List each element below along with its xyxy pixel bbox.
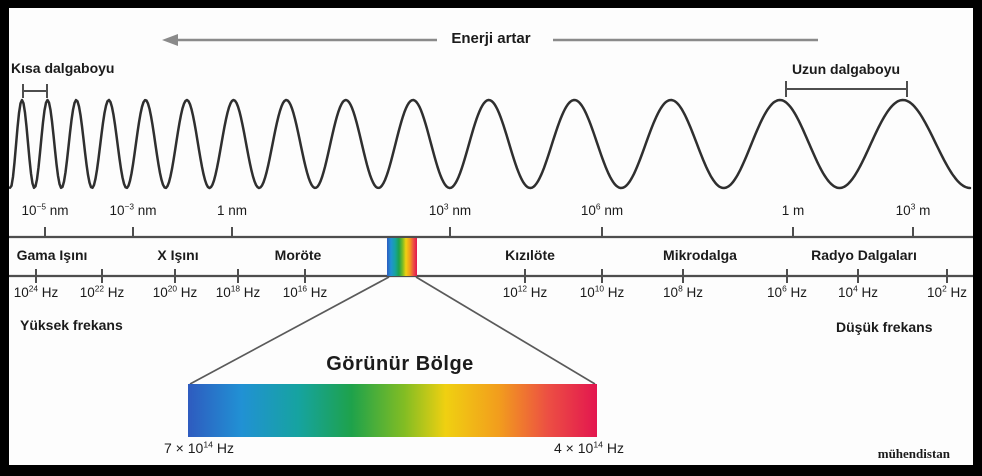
frequency-tick-label-9: 104 Hz <box>838 283 878 300</box>
frequency-tick-label-4: 1016 Hz <box>282 283 328 300</box>
band-label-4: Mikrodalga <box>663 247 737 263</box>
frequency-tick-label-5: 1012 Hz <box>502 283 548 300</box>
long-wavelength-label: Uzun dalgaboyu <box>791 61 901 77</box>
wavelength-tick-label-6: 103 m <box>895 201 931 218</box>
frequency-tick-label-3: 1018 Hz <box>215 283 261 300</box>
band-label-2: Moröte <box>274 247 322 263</box>
wavelength-tick-label-1: 10−3 nm <box>109 201 157 218</box>
high-frequency-label: Yüksek frekans <box>20 317 123 333</box>
projection-line-1 <box>415 276 596 385</box>
left-arrowhead <box>162 34 178 46</box>
wavelength-tick-label-2: 1 nm <box>216 203 248 218</box>
frequency-tick-label-2: 1020 Hz <box>152 283 198 300</box>
visible-spectrum-bar <box>188 384 597 437</box>
visible-region-right-frequency: 4 × 1014 Hz <box>554 439 624 456</box>
watermark: mühendistan <box>877 446 950 461</box>
wavelength-tick-label-4: 106 nm <box>580 201 624 218</box>
band-label-5: Radyo Dalgaları <box>811 247 917 263</box>
visible-light-band <box>387 238 417 276</box>
band-label-1: X Işını <box>157 247 199 263</box>
short-wavelength-label: Kısa dalgaboyu <box>11 60 115 76</box>
frequency-tick-label-0: 1024 Hz <box>13 283 59 300</box>
energy-increases-label: Enerji artar <box>451 30 531 47</box>
wavelength-tick-label-5: 1 m <box>781 203 805 218</box>
band-label-0: Gama Işını <box>16 247 88 263</box>
projection-line-0 <box>189 276 390 385</box>
wavelength-tick-label-0: 10−5 nm <box>21 201 69 218</box>
chirp-wave <box>8 98 972 190</box>
frequency-tick-label-7: 108 Hz <box>663 283 703 300</box>
wavelength-tick-label-3: 103 nm <box>428 201 472 218</box>
long-wavelength-bracket <box>785 81 908 97</box>
frequency-tick-label-6: 1010 Hz <box>579 283 625 300</box>
short-wavelength-bracket <box>22 84 48 98</box>
visible-region-left-frequency: 7 × 1014 Hz <box>164 439 234 456</box>
frequency-tick-label-1: 1022 Hz <box>79 283 125 300</box>
low-frequency-label: Düşük frekans <box>836 319 933 335</box>
band-label-3: Kızılöte <box>505 247 555 263</box>
visible-region-title: Görünür Bölge <box>326 353 474 375</box>
frequency-tick-label-8: 106 Hz <box>767 283 807 300</box>
frequency-tick-label-10: 102 Hz <box>927 283 967 300</box>
